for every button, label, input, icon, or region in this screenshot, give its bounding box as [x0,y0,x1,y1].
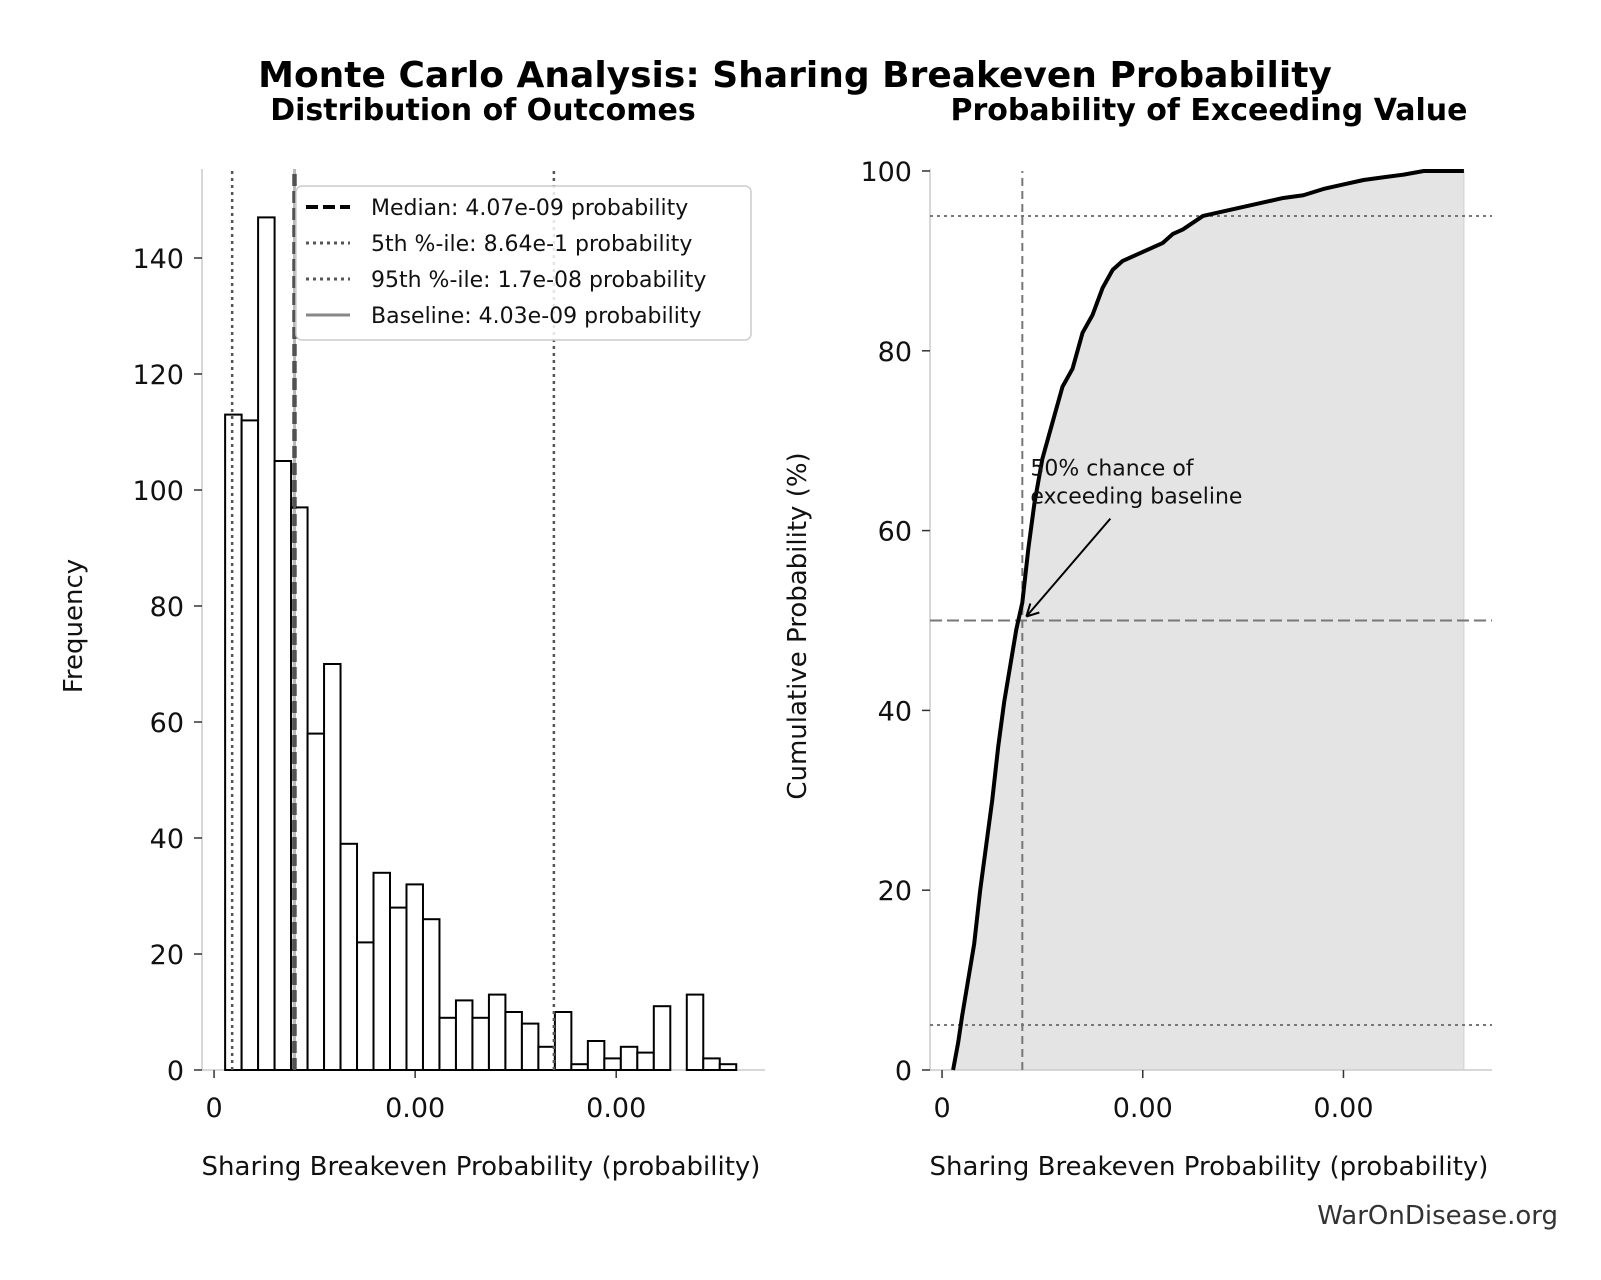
histogram-bar [718,1063,738,1071]
histogram-y-tick-label: 80 [150,592,184,623]
histogram-x-tick-label: 0.00 [385,1093,445,1124]
histogram-y-tick-label: 40 [150,824,184,855]
histogram-y-tick-label: 140 [132,244,184,275]
histogram-title: Distribution of Outcomes [270,93,696,128]
legend-box [295,185,752,341]
legend-label: 95th %-ile: 1.7e-08 probability [371,268,706,293]
histogram-bar [570,1063,589,1071]
histogram-y-tick-label: 20 [150,940,184,971]
histogram-y-tick-label: 100 [132,476,184,507]
histogram-plot-area: 0 20 40 60 80 100 120 140 0 0.00 0.00 [132,169,765,1124]
histogram-bar [356,941,375,1072]
cdf-xlabel: Sharing Breakeven Probability (probabili… [930,1152,1489,1182]
annotation-text: exceeding baseline [1030,485,1242,510]
watermark: WarOnDisease.org [1317,1201,1558,1231]
figure-title: Monte Carlo Analysis: Sharing Breakeven … [258,55,1332,96]
histogram-bar [636,1051,655,1071]
histogram-bar [471,1016,490,1071]
histogram-bar [405,883,424,1072]
histogram-legend: Median: 4.07e-09 probability 5th %-ile: 8… [295,185,752,341]
cdf-title: Probability of Exceeding Value [950,93,1467,128]
histogram-bar [702,1057,721,1072]
histogram-bar [257,216,276,1071]
legend-label: 5th %-ile: 8.64e-1 probability [371,232,692,257]
histogram-bar [520,1022,540,1071]
histogram-xlabel: Sharing Breakeven Probability (probabili… [202,1152,761,1182]
cdf-x-tick-label: 0 [933,1093,950,1124]
histogram-x-tick-label: 0.00 [586,1093,646,1124]
cdf-plot-area: 0 20 40 60 80 100 0 0.00 0.00 50% chance of exceed… [860,157,1492,1124]
histogram-y-tick-label: 120 [132,360,184,391]
histogram-bar [487,993,507,1071]
histogram-bar [339,842,359,1071]
histogram-y-tick-label: 0 [167,1056,184,1087]
histogram-bar [619,1045,639,1072]
annotation-arrow-line [1025,517,1112,618]
cdf-curve [951,169,1464,1071]
histogram-panel: Distribution of Outcomes 0 20 40 60 80 100 120… [59,93,765,1182]
cdf-y-tick-label: 80 [878,337,912,368]
cdf-x-tick-label: 0.00 [1313,1093,1373,1124]
cdf-y-tick-label: 20 [878,876,912,907]
histogram-bar [421,918,441,1072]
histogram-ylabel: Frequency [59,559,89,693]
histogram-bar [240,419,260,1071]
cdf-x-tick-label: 0.00 [1113,1093,1173,1124]
histogram-bar [438,1016,457,1071]
cdf-y-tick-label: 100 [860,157,912,188]
histogram-bar [685,993,705,1071]
histogram-bar [454,999,474,1072]
histogram-bar [306,732,326,1071]
histogram-bar [586,1040,606,1071]
annotation-text: 50% chance of [1030,457,1194,482]
cdf-ylabel: Cumulative Probability (%) [783,452,813,799]
histogram-bar [323,663,342,1071]
legend-label: Median: 4.07e-09 probability [371,196,688,221]
cdf-panel: Probability of Exceeding Value 0 20 40 60 80… [783,93,1492,1182]
histogram-y-tick-label: 60 [150,708,184,739]
histogram-bar [273,460,293,1071]
cdf-y-tick-label: 0 [895,1056,912,1087]
histogram-bar [537,1045,556,1072]
histogram-bar [389,906,408,1071]
histogram-bar [603,1057,622,1072]
histogram-x-tick-label: 0 [205,1093,222,1124]
histogram-bar [504,1011,523,1071]
histogram-bar [553,1011,573,1071]
annotation-arrow-head [1025,603,1040,618]
cdf-y-tick-label: 60 [878,517,912,548]
histogram-bar [372,871,392,1071]
cdf-y-tick-label: 40 [878,696,912,727]
histogram-bar [652,1005,672,1072]
legend-label: Baseline: 4.03e-09 probability [371,304,702,329]
